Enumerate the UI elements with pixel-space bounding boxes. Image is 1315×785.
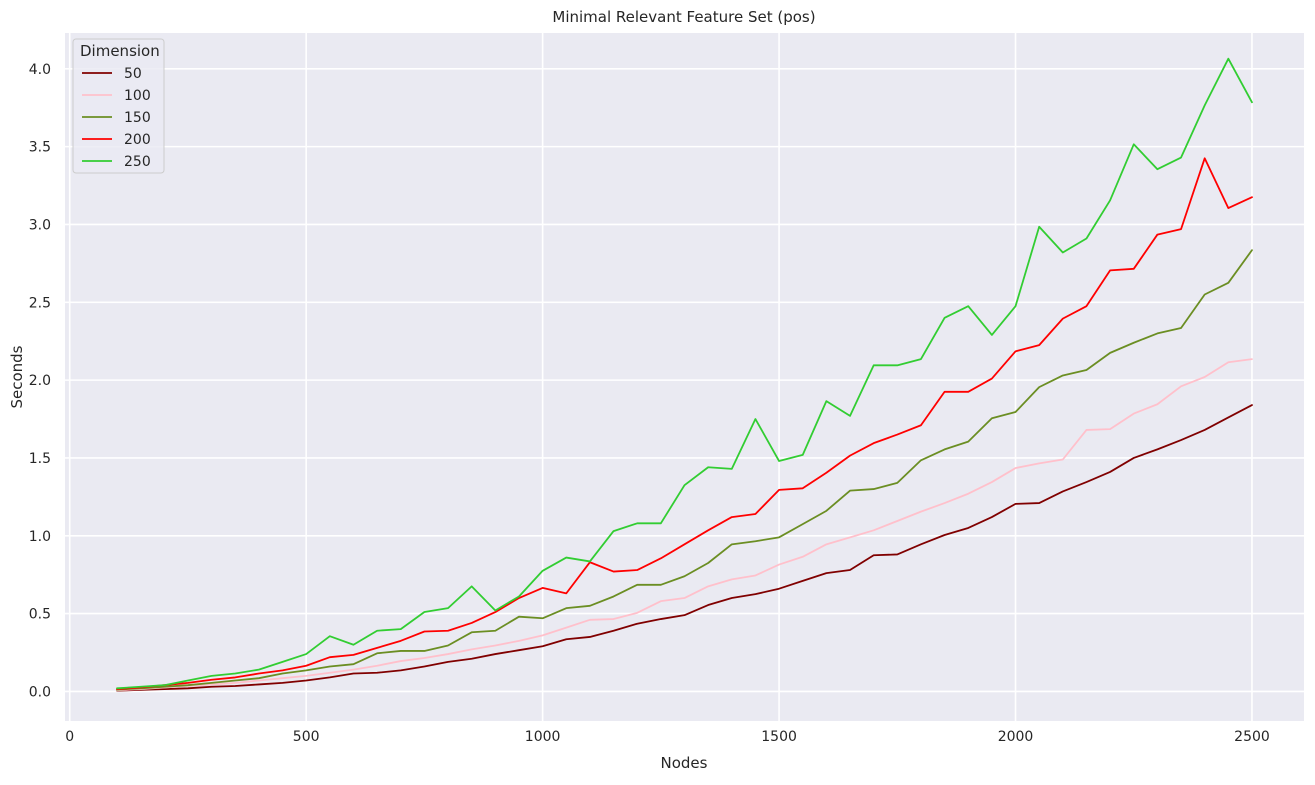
y-tick-label: 3.0 (29, 217, 51, 233)
legend-label-200: 200 (124, 132, 151, 148)
y-axis-label: Seconds (8, 345, 26, 408)
legend: Dimension 50 100 150 200 250 (72, 38, 165, 174)
y-tick-label: 1.5 (29, 451, 51, 467)
series-line-200 (116, 157, 1253, 690)
x-axis-ticks: 0 500 1000 1500 2000 2500 (65, 729, 1270, 745)
series-line-50 (116, 404, 1253, 692)
x-tick-label: 1500 (761, 729, 797, 745)
x-tick-label: 2000 (998, 729, 1034, 745)
y-axis-ticks: 0.0 0.5 1.0 1.5 2.0 2.5 3.0 3.5 4.0 (29, 62, 51, 701)
y-tick-label: 0.0 (29, 684, 51, 700)
series-lines (116, 57, 1253, 692)
series-line-150 (116, 249, 1253, 691)
x-tick-label: 1000 (525, 729, 561, 745)
series-line-100 (116, 358, 1253, 692)
grid-lines (65, 33, 1304, 721)
y-tick-label: 2.5 (29, 295, 51, 311)
legend-items: 50 100 150 200 250 (82, 66, 151, 170)
legend-label-100: 100 (124, 88, 151, 104)
x-tick-label: 2500 (1234, 729, 1270, 745)
y-tick-label: 1.0 (29, 529, 51, 545)
legend-label-250: 250 (124, 154, 151, 170)
legend-label-150: 150 (124, 110, 151, 126)
y-tick-label: 0.5 (29, 607, 51, 623)
y-tick-label: 3.5 (29, 140, 51, 156)
legend-title: Dimension (80, 42, 160, 60)
x-tick-label: 0 (65, 729, 74, 745)
y-tick-label: 2.0 (29, 373, 51, 389)
chart-title: Minimal Relevant Feature Set (pos) (552, 8, 815, 26)
series-line-250 (116, 57, 1253, 690)
plot-background (65, 33, 1304, 721)
legend-label-50: 50 (124, 66, 142, 82)
x-tick-label: 500 (293, 729, 320, 745)
y-tick-label: 4.0 (29, 62, 51, 78)
x-axis-label: Nodes (661, 754, 708, 772)
